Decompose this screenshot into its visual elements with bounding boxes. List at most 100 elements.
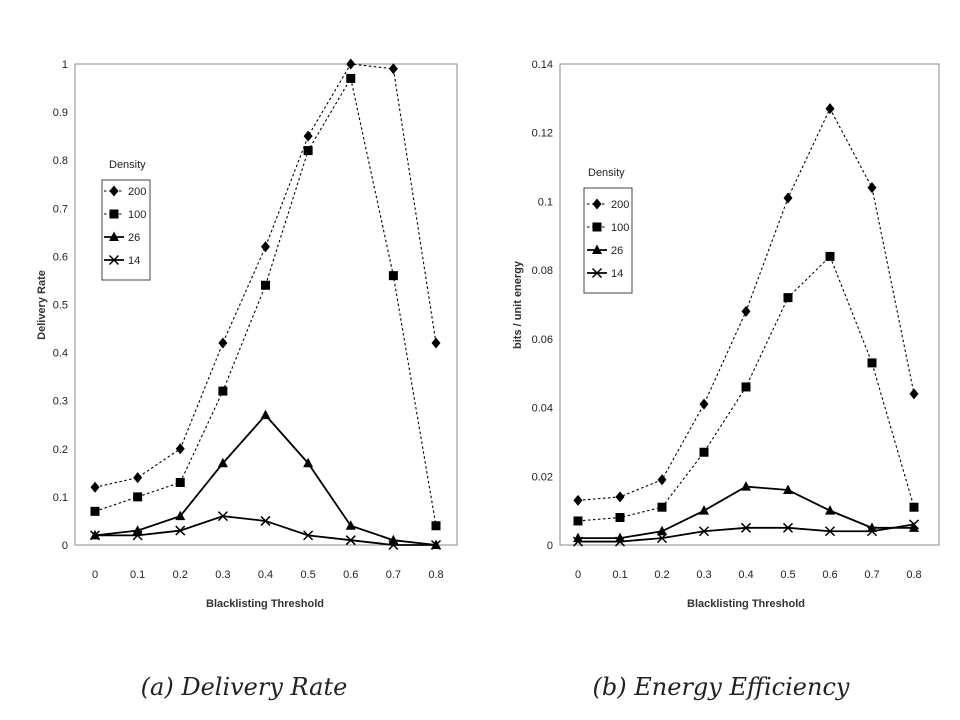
data-point-14 [572, 536, 584, 547]
data-point-100 [218, 386, 228, 396]
data-point-14 [824, 526, 836, 537]
data-point-200 [867, 182, 877, 194]
x-tick-label: 0.4 [738, 569, 753, 581]
data-point-200 [133, 472, 143, 484]
x-tick-label: 0.1 [612, 569, 627, 581]
data-point-14 [175, 525, 186, 536]
series-line-200 [94, 63, 437, 488]
data-point-26 [741, 481, 751, 491]
x-tick-label: 0.3 [215, 569, 230, 581]
series-line-26 [94, 413, 437, 546]
data-point-100 [909, 502, 919, 512]
data-point-14 [388, 539, 399, 551]
series-group [572, 103, 920, 547]
y-tick-label: 0.6 [53, 251, 68, 263]
y-tick-label: 0 [62, 540, 68, 552]
data-point-200 [783, 192, 793, 204]
y-tick-label: 0.08 [532, 265, 553, 277]
y-tick-label: 1 [62, 59, 68, 71]
legend: Density 200 100 26 14 [583, 167, 633, 294]
data-point-100 [388, 271, 398, 281]
data-point-200 [909, 388, 919, 400]
data-point-14 [260, 515, 271, 526]
y-tick-label: 0.12 [532, 128, 553, 140]
y-tick-label: 0.9 [53, 107, 68, 119]
series-line-100 [94, 76, 437, 526]
data-point-26 [825, 505, 835, 515]
legend-marker-26 [109, 231, 119, 241]
legend-entry-14: 14 [611, 268, 623, 280]
y-tick-label: 0.4 [53, 348, 68, 360]
legend-entry-14: 14 [128, 255, 140, 267]
data-point-200 [303, 130, 313, 142]
x-axis-ticks: 0 0.1 0.2 0.3 0.4 0.5 0.6 0.7 0.8 [575, 569, 922, 581]
y-tick-label: 0.04 [532, 403, 553, 415]
legend-items: 200 100 26 14 [104, 185, 146, 267]
data-point-200 [388, 63, 398, 75]
data-point-100 [867, 358, 877, 368]
data-point-200 [261, 241, 270, 253]
x-axis-label: Blacklisting Threshold [687, 598, 805, 610]
x-tick-label: 0.6 [822, 569, 837, 581]
legend-box [583, 187, 633, 294]
legend-entry-100: 100 [128, 209, 146, 221]
y-axis-ticks: 0 0.02 0.04 0.06 0.08 0.1 0.12 0.14 [532, 59, 553, 552]
x-tick-label: 0.2 [654, 569, 669, 581]
data-point-200 [175, 443, 185, 455]
data-point-200 [346, 58, 356, 70]
plot-area-frame [559, 63, 940, 546]
data-point-200 [615, 491, 625, 503]
legend-entry-26: 26 [128, 232, 140, 244]
x-axis-label: Blacklisting Threshold [206, 598, 324, 610]
x-tick-label: 0.5 [780, 569, 795, 581]
data-point-100 [783, 293, 793, 303]
legend-items: 200 100 26 14 [587, 198, 629, 280]
data-point-26 [303, 457, 314, 468]
data-point-100 [615, 513, 625, 523]
series-line-200 [577, 107, 915, 501]
y-axis-label: bits / unit energy [512, 260, 524, 349]
y-tick-label: 0.3 [53, 396, 68, 408]
data-point-100 [90, 506, 100, 516]
series-group [89, 58, 442, 551]
data-point-100 [133, 492, 143, 502]
legend-marker-200 [109, 185, 119, 197]
x-axis-ticks: 0 0.1 0.2 0.3 0.4 0.5 0.6 0.7 0.8 [92, 569, 444, 581]
data-point-200 [657, 474, 667, 486]
x-tick-label: 0.7 [864, 569, 879, 581]
data-point-14 [430, 539, 442, 551]
data-point-200 [90, 481, 100, 493]
x-tick-label: 0.8 [428, 569, 443, 581]
x-tick-label: 0.1 [130, 569, 145, 581]
legend-marker-26 [592, 244, 602, 254]
data-point-14 [132, 530, 143, 541]
legend-marker-14 [591, 267, 603, 279]
legend-title: Density [588, 167, 625, 179]
legend-marker-14 [108, 254, 120, 266]
data-point-14 [908, 519, 920, 530]
data-point-14 [303, 530, 314, 541]
data-point-14 [740, 522, 752, 533]
data-point-14 [614, 536, 626, 547]
data-point-26 [217, 457, 228, 468]
y-tick-label: 0.1 [53, 492, 68, 504]
data-point-100 [825, 251, 835, 261]
x-tick-label: 0 [92, 569, 98, 581]
legend-marker-100 [592, 222, 602, 232]
y-tick-label: 0.8 [53, 155, 68, 167]
data-point-100 [175, 477, 185, 487]
y-tick-label: 0.1 [538, 196, 553, 208]
data-point-14 [698, 526, 710, 537]
legend-entry-26: 26 [611, 245, 623, 257]
data-point-100 [431, 521, 441, 531]
y-tick-label: 0.7 [53, 203, 68, 215]
y-tick-label: 0.06 [532, 334, 553, 346]
data-point-200 [573, 494, 583, 506]
y-tick-label: 0 [547, 540, 553, 552]
y-axis-label: Delivery Rate [36, 270, 48, 340]
data-point-200 [218, 337, 228, 349]
data-point-26 [175, 510, 186, 521]
data-point-100 [741, 382, 751, 392]
data-point-14 [345, 535, 356, 546]
legend-entry-100: 100 [611, 222, 629, 234]
